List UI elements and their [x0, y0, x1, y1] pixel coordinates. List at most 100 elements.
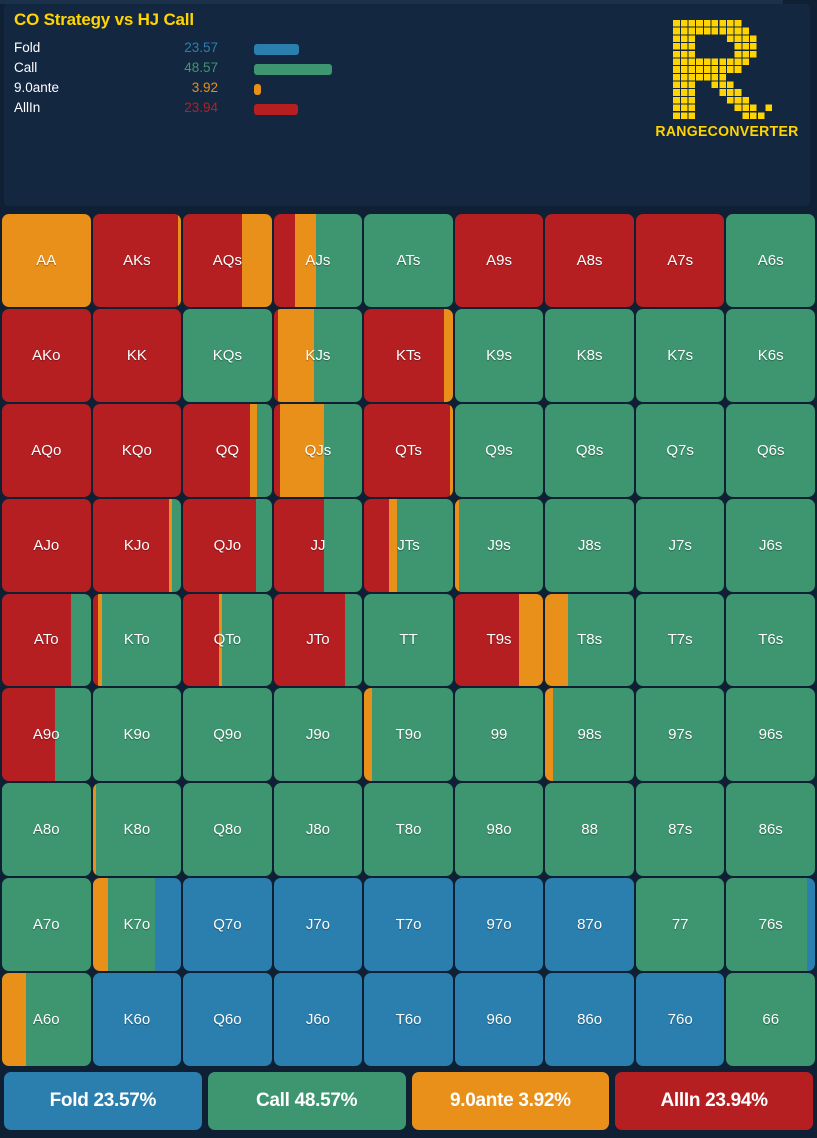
- hand-cell-JJ[interactable]: JJ: [273, 498, 363, 592]
- stripe-fold: [635, 973, 725, 1066]
- hand-cell-KTo[interactable]: KTo: [92, 593, 182, 687]
- hand-cell-KJo[interactable]: KJo: [92, 498, 182, 592]
- hand-cell-AKs[interactable]: AKs: [92, 214, 182, 307]
- hand-cell-A9s[interactable]: A9s: [454, 214, 544, 307]
- hand-cell-98o[interactable]: 98o: [454, 783, 544, 877]
- hand-cell-Q7s[interactable]: Q7s: [635, 403, 725, 497]
- hand-cell-stripes: [726, 783, 815, 877]
- hand-cell-AKo[interactable]: AKo: [2, 308, 91, 402]
- hand-cell-Q9o[interactable]: Q9o: [183, 688, 272, 782]
- hand-cell-J9s[interactable]: J9s: [454, 498, 544, 592]
- stripe-allin: [183, 214, 242, 307]
- hand-cell-66[interactable]: 66: [726, 973, 815, 1066]
- hand-cell-77[interactable]: 77: [635, 878, 725, 972]
- hand-cell-K9s[interactable]: K9s: [454, 308, 544, 402]
- hand-cell-QQ[interactable]: QQ: [183, 403, 272, 497]
- hand-cell-T6s[interactable]: T6s: [726, 593, 815, 687]
- hand-cell-A7s[interactable]: A7s: [635, 214, 725, 307]
- hand-cell-J7s[interactable]: J7s: [635, 498, 725, 592]
- hand-cell-AJo[interactable]: AJo: [2, 498, 91, 592]
- hand-cell-97o[interactable]: 97o: [454, 878, 544, 972]
- hand-range-matrix[interactable]: AA AKs AQs AJs ATs A9s A8s A7s A6s AKo KK KQs KJs KTs…: [2, 214, 815, 1066]
- hand-cell-A8s[interactable]: A8s: [545, 214, 634, 307]
- hand-cell-Q9s[interactable]: Q9s: [454, 403, 544, 497]
- hand-cell-KQs[interactable]: KQs: [183, 308, 272, 402]
- hand-cell-T9s[interactable]: T9s: [454, 593, 544, 687]
- hand-cell-T9o[interactable]: T9o: [364, 688, 453, 782]
- hand-cell-76o[interactable]: 76o: [635, 973, 725, 1066]
- hand-cell-K8o[interactable]: K8o: [92, 783, 182, 877]
- stripe-fold: [154, 878, 182, 972]
- hand-cell-KK[interactable]: KK: [92, 308, 182, 402]
- stripe-ante: [364, 688, 373, 782]
- hand-cell-JTs[interactable]: JTs: [364, 498, 453, 592]
- hand-cell-AJs[interactable]: AJs: [273, 214, 363, 307]
- hand-cell-AA[interactable]: AA: [2, 214, 91, 307]
- hand-cell-AQs[interactable]: AQs: [183, 214, 272, 307]
- hand-cell-K7o[interactable]: K7o: [92, 878, 182, 972]
- hand-cell-Q6o[interactable]: Q6o: [183, 973, 272, 1066]
- hand-cell-QTo[interactable]: QTo: [183, 593, 272, 687]
- legend-button-3[interactable]: AllIn 23.94%: [615, 1072, 813, 1130]
- hand-cell-K9o[interactable]: K9o: [92, 688, 182, 782]
- hand-cell-Q8o[interactable]: Q8o: [183, 783, 272, 877]
- stripe-fold: [454, 878, 544, 972]
- stripe-allin: [454, 593, 520, 687]
- hand-cell-J6s[interactable]: J6s: [726, 498, 815, 592]
- stripe-ante: [454, 498, 460, 592]
- hand-cell-96s[interactable]: 96s: [726, 688, 815, 782]
- hand-cell-T7o[interactable]: T7o: [364, 878, 453, 972]
- legend-button-1[interactable]: Call 48.57%: [207, 1072, 406, 1130]
- hand-cell-A9o[interactable]: A9o: [2, 688, 91, 782]
- hand-cell-KQo[interactable]: KQo: [92, 403, 182, 497]
- hand-cell-A6s[interactable]: A6s: [726, 214, 815, 307]
- hand-cell-stripes: [545, 973, 634, 1066]
- hand-cell-AQo[interactable]: AQo: [2, 403, 91, 497]
- hand-cell-ATs[interactable]: ATs: [364, 214, 453, 307]
- hand-cell-76s[interactable]: 76s: [726, 878, 815, 972]
- hand-cell-JTo[interactable]: JTo: [273, 593, 363, 687]
- hand-cell-J7o[interactable]: J7o: [273, 878, 363, 972]
- hand-cell-T6o[interactable]: T6o: [364, 973, 453, 1066]
- hand-cell-QTs[interactable]: QTs: [364, 403, 453, 497]
- hand-cell-98s[interactable]: 98s: [545, 688, 634, 782]
- hand-cell-K6s[interactable]: K6s: [726, 308, 815, 402]
- hand-cell-K6o[interactable]: K6o: [92, 973, 182, 1066]
- hand-cell-J8s[interactable]: J8s: [545, 498, 634, 592]
- hand-cell-QJo[interactable]: QJo: [183, 498, 272, 592]
- stripe-fold: [92, 973, 182, 1066]
- hand-cell-K8s[interactable]: K8s: [545, 308, 634, 402]
- strategy-legend-buttons[interactable]: Fold 23.57% Call 48.57% 9.0ante 3.92% AllIn…: [4, 1072, 813, 1130]
- hand-cell-87o[interactable]: 87o: [545, 878, 634, 972]
- legend-button-2[interactable]: 9.0ante 3.92%: [411, 1072, 610, 1130]
- hand-cell-88[interactable]: 88: [545, 783, 634, 877]
- hand-cell-A8o[interactable]: A8o: [2, 783, 91, 877]
- hand-cell-T8o[interactable]: T8o: [364, 783, 453, 877]
- hand-cell-99[interactable]: 99: [454, 688, 544, 782]
- hand-cell-KJs[interactable]: KJs: [273, 308, 363, 402]
- legend-button-0[interactable]: Fold 23.57%: [4, 1072, 202, 1130]
- hand-cell-87s[interactable]: 87s: [635, 783, 725, 877]
- hand-cell-KTs[interactable]: KTs: [364, 308, 453, 402]
- hand-cell-A6o[interactable]: A6o: [2, 973, 91, 1066]
- hand-cell-QJs[interactable]: QJs: [273, 403, 363, 497]
- hand-cell-K7s[interactable]: K7s: [635, 308, 725, 402]
- hand-cell-T8s[interactable]: T8s: [545, 593, 634, 687]
- stripe-allin: [92, 498, 169, 592]
- hand-cell-97s[interactable]: 97s: [635, 688, 725, 782]
- hand-cell-T7s[interactable]: T7s: [635, 593, 725, 687]
- hand-cell-Q8s[interactable]: Q8s: [545, 403, 634, 497]
- legend-row: 9.0ante 3.92: [14, 80, 334, 100]
- hand-cell-86s[interactable]: 86s: [726, 783, 815, 877]
- hand-cell-J8o[interactable]: J8o: [273, 783, 363, 877]
- hand-cell-Q7o[interactable]: Q7o: [183, 878, 272, 972]
- hand-cell-96o[interactable]: 96o: [454, 973, 544, 1066]
- hand-cell-Q6s[interactable]: Q6s: [726, 403, 815, 497]
- hand-cell-J9o[interactable]: J9o: [273, 688, 363, 782]
- hand-cell-86o[interactable]: 86o: [545, 973, 634, 1066]
- hand-cell-J6o[interactable]: J6o: [273, 973, 363, 1066]
- hand-cell-A7o[interactable]: A7o: [2, 878, 91, 972]
- hand-cell-ATo[interactable]: ATo: [2, 593, 91, 687]
- hand-cell-TT[interactable]: TT: [364, 593, 453, 687]
- stripe-call: [96, 783, 182, 877]
